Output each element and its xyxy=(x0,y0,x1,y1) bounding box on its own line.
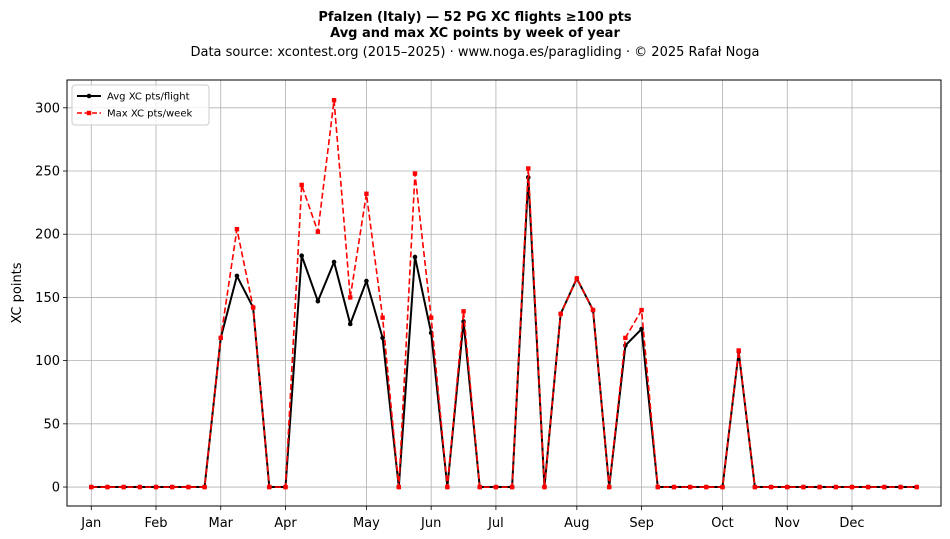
data-point xyxy=(218,335,223,341)
data-point xyxy=(283,484,288,490)
data-point xyxy=(833,484,838,490)
series-line xyxy=(91,99,917,488)
data-point xyxy=(849,484,855,490)
data-point xyxy=(331,98,337,103)
data-point xyxy=(704,484,709,490)
chart-titles: Pfalzen (Italy) — 52 PG XC flights ≥100 … xyxy=(190,10,759,60)
data-point xyxy=(607,484,612,490)
legend: Avg XC pts/flight Max XC pts/week xyxy=(71,84,210,126)
grid-lines xyxy=(67,80,941,506)
y-tick-label: 50 xyxy=(43,417,60,432)
data-point xyxy=(865,484,871,490)
legend-marker xyxy=(86,110,92,116)
data-point xyxy=(428,315,434,320)
data-point xyxy=(882,484,887,490)
data-point xyxy=(105,484,110,490)
x-tick-label: Sep xyxy=(629,516,654,531)
chart-subtitle: Data source: xcontest.org (2015–2025) · … xyxy=(190,45,759,60)
legend-label: Avg XC pts/flight xyxy=(107,92,190,103)
data-point xyxy=(364,191,369,196)
x-tick-label: Nov xyxy=(775,516,801,531)
series-0 xyxy=(88,175,920,490)
y-tick-label: 300 xyxy=(35,101,60,116)
data-point xyxy=(347,321,353,327)
data-point xyxy=(817,484,822,490)
chart-title-line-1: Pfalzen (Italy) — 52 PG XC flights ≥100 … xyxy=(318,10,631,25)
data-point xyxy=(477,484,482,490)
data-point xyxy=(121,484,126,490)
data-point xyxy=(315,298,321,304)
y-axis-label: XC points xyxy=(10,262,25,323)
data-point xyxy=(623,335,628,341)
data-point xyxy=(267,484,272,490)
data-point xyxy=(412,171,418,176)
data-point xyxy=(736,348,741,353)
data-point xyxy=(752,484,758,490)
x-tick-label: Oct xyxy=(711,516,733,531)
data-point xyxy=(574,276,580,281)
data-point xyxy=(671,484,677,490)
y-tick-label: 200 xyxy=(35,228,60,243)
data-point xyxy=(801,484,806,490)
data-point xyxy=(542,484,547,490)
data-point xyxy=(348,295,353,300)
data-point xyxy=(558,311,563,317)
x-tick-label: Aug xyxy=(564,516,589,531)
x-tick-label: Feb xyxy=(145,516,168,531)
x-tick-label: Jul xyxy=(487,516,504,531)
x-tick-label: Jun xyxy=(420,516,441,531)
y-tick-label: 100 xyxy=(35,354,60,369)
data-point xyxy=(380,315,385,320)
data-point xyxy=(331,259,337,265)
data-point xyxy=(137,484,143,490)
data-point xyxy=(687,484,693,490)
chart-title-line-2: Avg and max XC points by week of year xyxy=(330,26,620,41)
axis-ticks: Jan Feb Mar Apr May Jun Jul Aug Sep Oct Nov Dec 0 50 1… xyxy=(35,101,864,531)
data-point xyxy=(315,229,321,234)
x-tick-label: Jan xyxy=(80,516,101,531)
data-point xyxy=(526,166,531,171)
data-point xyxy=(509,484,515,490)
data-point xyxy=(590,307,596,313)
y-tick-label: 150 xyxy=(35,291,60,306)
data-point xyxy=(720,484,725,490)
data-point xyxy=(250,305,256,310)
data-point xyxy=(186,484,191,490)
data-point xyxy=(153,484,159,490)
data-point xyxy=(234,273,240,279)
data-point xyxy=(898,484,903,490)
y-tick-label: 250 xyxy=(35,165,60,180)
data-point xyxy=(234,226,240,232)
x-tick-label: May xyxy=(353,516,380,531)
data-point xyxy=(768,484,774,490)
x-tick-label: Mar xyxy=(208,516,233,531)
data-point xyxy=(639,307,644,313)
data-point xyxy=(202,484,207,490)
y-tick-label: 0 xyxy=(52,481,60,496)
data-point xyxy=(461,309,466,314)
legend-marker xyxy=(86,93,92,99)
data-point xyxy=(493,484,499,490)
data-point xyxy=(655,484,660,490)
data-point xyxy=(364,278,369,284)
data-point xyxy=(914,484,919,490)
legend-box xyxy=(71,84,210,126)
plot-frame xyxy=(66,79,942,507)
legend-label: Max XC pts/week xyxy=(107,109,192,120)
x-tick-label: Apr xyxy=(274,516,297,531)
series-line xyxy=(91,176,917,489)
x-tick-label: Dec xyxy=(839,516,864,531)
data-point xyxy=(396,484,401,490)
series-1 xyxy=(89,98,919,490)
data-point xyxy=(412,254,418,260)
data-point xyxy=(299,253,304,259)
data-point xyxy=(170,484,175,490)
data-point xyxy=(299,182,304,188)
data-point xyxy=(445,484,450,490)
data-point xyxy=(785,484,790,490)
data-point xyxy=(89,484,94,490)
series-layer xyxy=(88,98,920,490)
